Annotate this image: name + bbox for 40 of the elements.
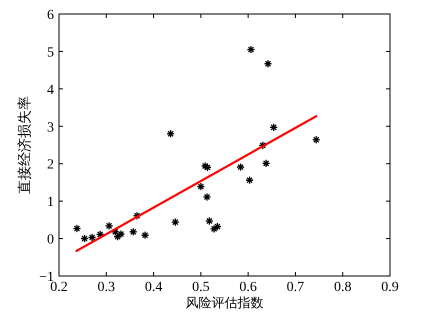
point xyxy=(132,211,142,220)
point xyxy=(72,224,82,233)
point xyxy=(171,218,180,226)
y-tick-label: 2 xyxy=(47,158,54,173)
point xyxy=(258,141,268,150)
y-tick-label: 6 xyxy=(47,8,54,23)
point xyxy=(205,216,214,226)
point xyxy=(196,182,206,191)
y-tick-label: 3 xyxy=(47,120,54,136)
point xyxy=(245,176,254,184)
x-axis-title: 风险评估指数 xyxy=(186,295,264,310)
x-tick-label: 0.8 xyxy=(334,280,352,295)
point xyxy=(202,192,212,202)
x-tick-label: 0.7 xyxy=(286,280,304,295)
point xyxy=(128,228,138,236)
x-tick-label: 0.3 xyxy=(98,280,116,295)
point xyxy=(140,230,150,240)
y-axis-title: 直接经济损失率 xyxy=(17,96,33,194)
point xyxy=(312,136,320,144)
x-tick-label: 0.6 xyxy=(239,280,257,295)
x-tick-label: 0.4 xyxy=(144,280,162,295)
point xyxy=(166,130,175,138)
point xyxy=(264,60,272,68)
point xyxy=(269,123,278,132)
y-tick-label: 1 xyxy=(47,195,54,210)
point xyxy=(262,159,270,168)
x-tick-label: 0.9 xyxy=(381,280,399,295)
x-tick-label: 0.5 xyxy=(192,280,210,295)
point xyxy=(111,228,120,236)
point xyxy=(116,230,126,238)
x-tick-label: 0.2 xyxy=(50,280,68,295)
point xyxy=(236,162,245,172)
point xyxy=(113,232,122,241)
y-tick-label: 5 xyxy=(47,45,54,60)
point xyxy=(203,163,212,172)
point xyxy=(104,222,114,230)
point xyxy=(246,45,256,54)
point xyxy=(200,162,210,170)
y-tick-label: 0 xyxy=(47,232,54,248)
y-tick-label: 4 xyxy=(47,82,54,98)
